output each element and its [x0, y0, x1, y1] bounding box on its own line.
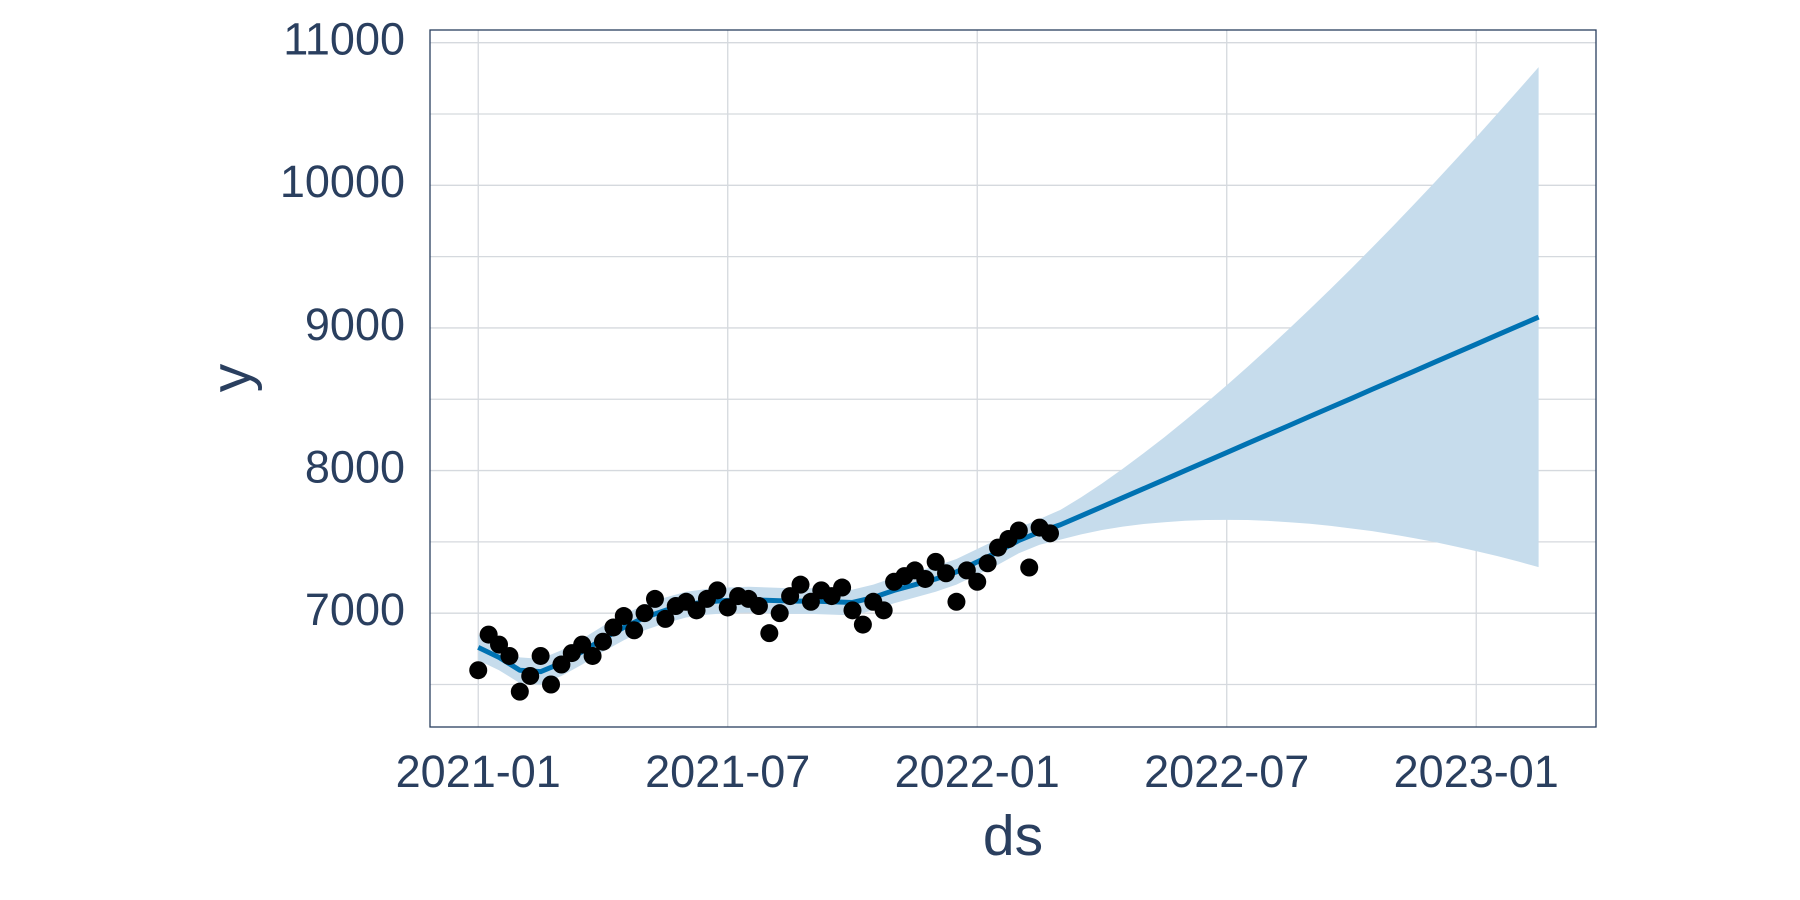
- data-point: [510, 682, 529, 701]
- y-tick-label: 8000: [305, 441, 405, 492]
- data-point: [531, 646, 550, 665]
- x-tick-label: 2023-01: [1394, 746, 1559, 797]
- data-point: [853, 615, 872, 634]
- data-point: [947, 592, 966, 611]
- data-point: [781, 587, 800, 606]
- data-point: [760, 624, 779, 643]
- data-point: [749, 597, 768, 616]
- y-tick-label: 7000: [305, 584, 405, 635]
- data-point: [1020, 558, 1039, 577]
- data-point: [604, 618, 623, 637]
- data-point: [645, 589, 664, 608]
- x-tick-label: 2022-07: [1144, 746, 1309, 797]
- data-point: [614, 607, 633, 626]
- data-point: [573, 635, 592, 654]
- uncertainty-band: [478, 67, 1539, 685]
- data-point: [593, 632, 612, 651]
- data-point: [968, 572, 987, 591]
- data-point: [926, 552, 945, 571]
- data-point: [916, 569, 935, 588]
- data-point: [874, 601, 893, 620]
- data-point: [1009, 521, 1028, 540]
- data-point: [656, 609, 675, 628]
- data-point: [490, 635, 509, 654]
- data-point: [500, 646, 519, 665]
- data-point: [843, 601, 862, 620]
- plot-frame: [429, 29, 1597, 728]
- y-tick-label: 9000: [305, 299, 405, 350]
- data-point: [635, 604, 654, 623]
- data-point: [687, 601, 706, 620]
- x-axis-title: ds: [983, 804, 1043, 868]
- x-tick-label: 2021-07: [645, 746, 810, 797]
- data-point: [957, 561, 976, 580]
- data-point: [583, 646, 602, 665]
- data-point: [791, 575, 810, 594]
- data-point: [770, 604, 789, 623]
- y-tick-label: 11000: [283, 14, 405, 65]
- x-tick-label: 2021-01: [396, 746, 561, 797]
- data-point: [542, 675, 561, 694]
- data-point: [978, 554, 997, 573]
- data-point: [625, 621, 644, 640]
- data-point: [1041, 524, 1060, 543]
- y-tick-label: 10000: [280, 156, 405, 207]
- data-point: [552, 655, 571, 674]
- data-point: [718, 598, 737, 617]
- data-point: [469, 661, 488, 680]
- data-point: [521, 666, 540, 685]
- data-point: [833, 578, 852, 597]
- data-point: [937, 564, 956, 583]
- x-tick-label: 2022-01: [895, 746, 1060, 797]
- data-point: [801, 592, 820, 611]
- data-point: [708, 581, 727, 600]
- y-axis-title: y: [199, 363, 263, 392]
